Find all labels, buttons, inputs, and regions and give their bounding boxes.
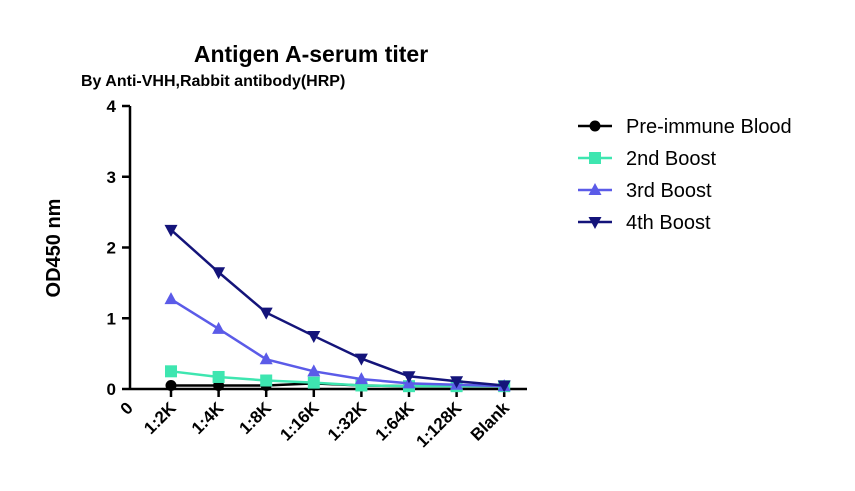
y-tick-label: 0 <box>107 380 116 399</box>
data-point <box>212 267 226 280</box>
data-point <box>450 376 464 389</box>
chart-subtitle: By Anti-VHH,Rabbit antibody(HRP) <box>81 73 345 90</box>
legend-label: 3rd Boost <box>626 180 712 202</box>
y-axis-label: OD450 nm <box>43 199 65 298</box>
y-tick-label: 3 <box>107 168 116 187</box>
data-point <box>259 352 273 365</box>
x-tick-label: 1:64K <box>372 398 419 445</box>
legend-item: 3rd Boost <box>578 180 712 202</box>
series-line <box>170 298 505 388</box>
legend-marker <box>588 183 602 195</box>
data-point <box>354 372 368 385</box>
data-point <box>164 292 178 305</box>
data-point <box>402 371 416 384</box>
x-tick-label: Blank <box>467 398 514 445</box>
legend: Pre-immune Blood 2nd Boost 3rd Boost 4th Bo… <box>578 116 792 234</box>
series-3rd-boost <box>164 292 511 392</box>
data-point <box>497 380 511 393</box>
series-4th-boost <box>164 224 511 393</box>
x-tick-label: 1:128K <box>413 398 466 451</box>
data-point <box>165 365 177 378</box>
x-tick-label: 1:16K <box>276 398 323 445</box>
series-line <box>170 228 505 387</box>
legend-item: Pre-immune Blood <box>578 116 792 138</box>
legend-item: 2nd Boost <box>578 148 717 170</box>
series-layer <box>164 224 511 393</box>
data-point <box>165 379 177 391</box>
y-tick-label: 2 <box>107 239 116 258</box>
data-point <box>164 224 178 237</box>
legend-marker <box>589 120 601 132</box>
legend-marker <box>589 152 601 164</box>
data-point <box>354 353 368 366</box>
x-origin-label: 0 <box>117 398 137 418</box>
data-point <box>307 330 321 343</box>
data-point <box>212 321 226 334</box>
data-point <box>212 370 225 383</box>
x-tick-label: 1:8K <box>236 398 276 438</box>
data-point <box>307 364 321 377</box>
x-tick-label: 1:4K <box>188 398 228 438</box>
legend-label: 4th Boost <box>626 212 711 234</box>
x-tick-label: 1:2K <box>140 398 180 438</box>
chart-title: Antigen A-serum titer <box>194 41 428 67</box>
data-point <box>259 307 273 320</box>
legend-marker <box>588 217 602 229</box>
data-point <box>307 376 320 389</box>
y-tick-label: 1 <box>107 309 116 328</box>
legend-item: 4th Boost <box>578 212 711 234</box>
y-tick-label: 4 <box>107 97 117 116</box>
data-point <box>260 374 273 387</box>
legend-label: 2nd Boost <box>626 148 717 170</box>
series-line <box>170 370 505 388</box>
x-tick-label: 1:32K <box>324 398 371 445</box>
legend-label: Pre-immune Blood <box>626 116 792 138</box>
